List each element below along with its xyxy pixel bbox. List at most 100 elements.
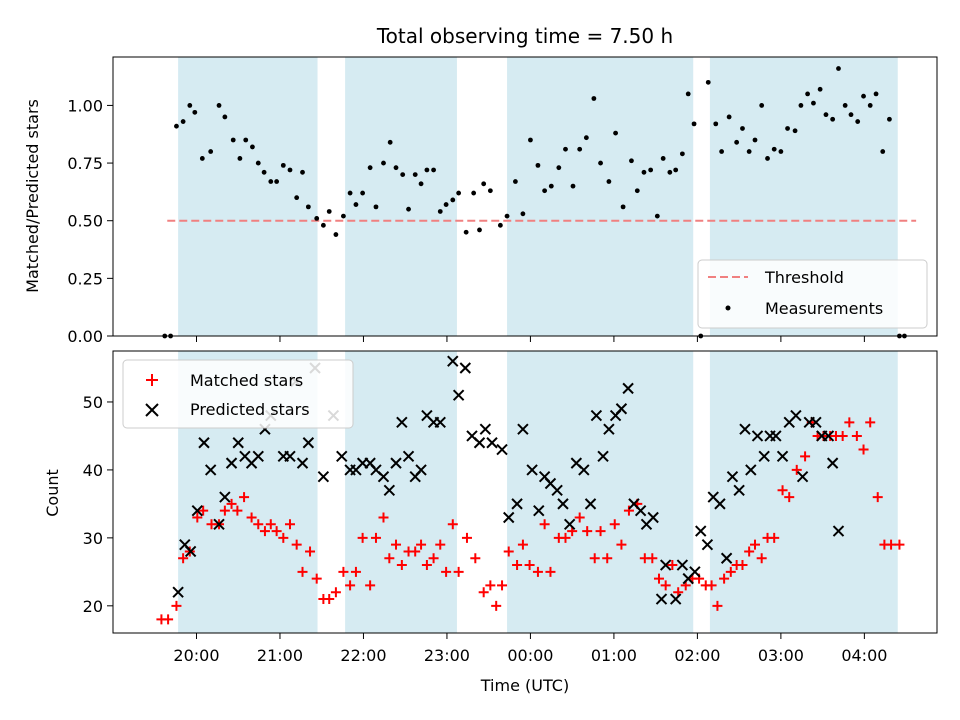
measurement-point <box>477 227 482 233</box>
matched-star-point <box>246 512 257 523</box>
measurement-point <box>654 213 660 219</box>
measurement-point <box>778 149 784 154</box>
predicted-star-point <box>557 498 569 510</box>
measurement-point <box>314 216 320 221</box>
measurement-point <box>481 181 487 187</box>
top-y-ticks: 0.00 0.25 0.50 0.75 1.00 <box>67 96 113 346</box>
matched-star-point <box>447 519 458 530</box>
predicted-star-point <box>198 437 210 449</box>
matched-star-point <box>491 600 502 611</box>
matched-star-point <box>667 560 678 571</box>
measurements-legend-label: Measurements <box>765 299 883 318</box>
measurement-point <box>497 222 503 228</box>
measurement-point <box>456 190 462 196</box>
predicted-star-point <box>191 504 204 517</box>
matched-star-point <box>350 566 361 577</box>
x-tick-label: 00:00 <box>507 646 553 665</box>
predicted-star-point <box>172 586 184 598</box>
predicted-star-point <box>219 491 231 503</box>
predicted-star-point <box>396 416 408 429</box>
y-tick-label: 0.25 <box>67 269 103 288</box>
measurement-point <box>512 179 518 184</box>
matched-star-point <box>391 539 402 550</box>
predicted-star-point <box>758 450 770 463</box>
matched-star-point <box>545 566 556 577</box>
measurement-point <box>250 144 255 150</box>
measurement-point <box>504 213 510 219</box>
predicted-star-point <box>720 552 733 564</box>
matched-star-point <box>623 505 634 516</box>
predicted-star-point <box>796 471 809 483</box>
measurement-point <box>641 169 647 175</box>
matched-star-point <box>461 532 472 543</box>
measurement-point <box>471 190 477 196</box>
matched-star-point <box>384 553 395 564</box>
matched-star-point <box>784 492 795 503</box>
matched-star-point <box>512 560 523 571</box>
predicted-star-point <box>511 498 523 510</box>
measurement-point <box>570 183 576 189</box>
measurement-point <box>393 165 399 171</box>
matched-star-point <box>706 580 717 591</box>
measurement-point <box>842 103 848 108</box>
top-legend: Threshold Measurements <box>697 259 928 329</box>
predicted-star-point <box>584 498 597 510</box>
predicted-star-point <box>336 450 348 463</box>
bottom-axes-frame <box>112 350 938 634</box>
chart-title: Total observing time = 7.50 h <box>376 24 673 48</box>
matched-star-point <box>756 553 767 564</box>
matched-star-point <box>330 587 341 598</box>
measurement-point <box>341 213 346 219</box>
predicted-star-point <box>822 430 835 442</box>
matched-star-point <box>589 553 600 564</box>
matched-star-point <box>725 566 736 577</box>
predicted-star-point <box>452 389 465 401</box>
predicted-star-point <box>447 355 459 367</box>
x-tick-label: 22:00 <box>340 646 386 665</box>
predicted-star-point <box>204 464 217 476</box>
matched-star-point <box>345 580 356 591</box>
matched-star-point <box>470 553 481 564</box>
measurement-point <box>598 160 603 166</box>
bottom-panel: 20 30 40 50 20:00 21:00 22:00 23:00 00:00 01:00 0… <box>43 350 938 695</box>
measurement-point <box>811 100 816 106</box>
measurement-point <box>347 190 353 196</box>
predicted-star-point <box>669 593 682 605</box>
matched-star-point <box>865 417 876 428</box>
matched-star-point <box>744 546 755 557</box>
measurement-point <box>771 146 777 152</box>
predicted-star-point <box>714 498 726 510</box>
predicted-star-point <box>751 430 764 442</box>
matched-star-point <box>844 417 855 428</box>
predicted-star-point <box>213 518 225 530</box>
measurement-point <box>648 167 654 173</box>
matched-star-point <box>297 566 308 577</box>
predicted-star-point <box>377 471 390 483</box>
matched-star-point <box>660 580 671 591</box>
predicted-star-point <box>776 450 789 463</box>
matched-star-point <box>291 539 302 550</box>
measurement-point <box>412 172 418 177</box>
matched-star-point <box>582 526 593 537</box>
matched-star-point <box>435 539 446 550</box>
matched-star-point <box>485 580 496 591</box>
measurement-point <box>734 139 740 145</box>
measurement-point <box>798 103 804 108</box>
measurement-point <box>759 103 765 108</box>
matched-star-point <box>609 519 620 530</box>
predicted-star-point <box>634 504 647 517</box>
top-axes-frame <box>112 56 938 337</box>
matched-star-point <box>894 539 905 550</box>
matched-legend-label: Matched stars <box>190 371 303 390</box>
measurement-point <box>287 167 293 173</box>
measurement-point <box>880 149 886 154</box>
measurement-point <box>243 137 249 143</box>
predicted-star-point <box>659 559 672 571</box>
matched-star-point <box>441 566 452 577</box>
matched-star-point <box>616 539 627 550</box>
predicted-star-point <box>826 457 839 469</box>
measurement-point <box>208 149 214 154</box>
measurement-point <box>705 79 711 85</box>
measurement-point <box>400 172 406 177</box>
